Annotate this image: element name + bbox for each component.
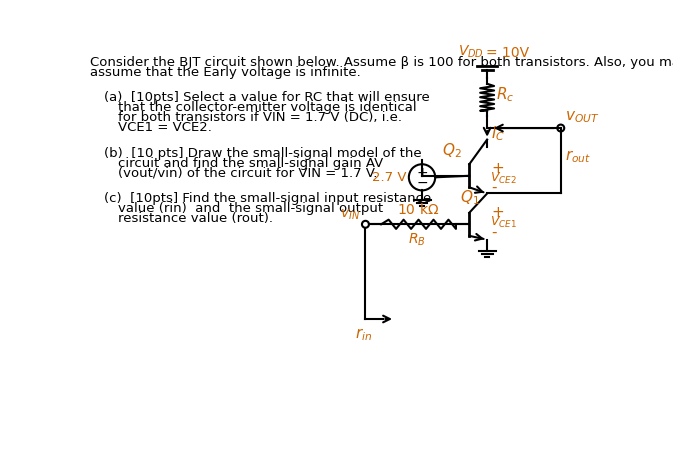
Text: $v_{OUT}$: $v_{OUT}$ [565, 109, 600, 125]
Text: $I_C$: $I_C$ [491, 124, 505, 143]
Text: that the collector-emitter voltage is identical: that the collector-emitter voltage is id… [118, 101, 417, 115]
Text: (c)  [10pts] Find the small-signal input resistance: (c) [10pts] Find the small-signal input … [104, 192, 431, 205]
Text: assume that the Early voltage is infinite.: assume that the Early voltage is infinit… [90, 66, 361, 79]
Text: $V_{CE1}$: $V_{CE1}$ [490, 215, 517, 230]
Text: Consider the BJT circuit shown below. Assume β is 100 for both transistors. Also: Consider the BJT circuit shown below. As… [90, 56, 673, 69]
Text: +: + [491, 205, 504, 220]
Text: 10 k$\Omega$: 10 k$\Omega$ [398, 202, 439, 216]
Text: $R_B$: $R_B$ [408, 232, 426, 249]
Text: (a)  [10pts] Select a value for RC that will ensure: (a) [10pts] Select a value for RC that w… [104, 92, 429, 105]
Text: value (rin)  and  the small-signal output: value (rin) and the small-signal output [118, 202, 384, 215]
Text: $v_{IN}$: $v_{IN}$ [340, 207, 360, 222]
Text: $r_{in}$: $r_{in}$ [355, 327, 373, 343]
Text: −: − [416, 176, 428, 190]
Text: = 10V: = 10V [487, 46, 530, 60]
Text: $R_c$: $R_c$ [497, 86, 515, 104]
Text: (b)  [10 pts] Draw the small-signal model of the: (b) [10 pts] Draw the small-signal model… [104, 147, 421, 160]
Text: circuit and find the small-signal gain AV: circuit and find the small-signal gain A… [118, 156, 384, 170]
Text: +: + [416, 166, 428, 180]
Text: 2.7 V: 2.7 V [372, 171, 406, 184]
Text: $r_{out}$: $r_{out}$ [565, 148, 592, 165]
Text: -: - [491, 225, 497, 239]
Text: $V_{DD}$: $V_{DD}$ [458, 44, 484, 60]
Text: (vout/vin) of the circuit for VIN = 1.7 V.: (vout/vin) of the circuit for VIN = 1.7 … [118, 166, 378, 179]
Text: for both transistors if VIN = 1.7 V (DC), i.e.: for both transistors if VIN = 1.7 V (DC)… [118, 111, 402, 124]
Text: -: - [491, 180, 497, 195]
Text: $V_{CE2}$: $V_{CE2}$ [490, 171, 517, 186]
Text: $Q_1$: $Q_1$ [460, 188, 480, 207]
Text: resistance value (rout).: resistance value (rout). [118, 212, 273, 225]
Text: +: + [491, 161, 504, 175]
Text: VCE1 = VCE2.: VCE1 = VCE2. [118, 121, 212, 134]
Text: $Q_2$: $Q_2$ [442, 142, 462, 161]
